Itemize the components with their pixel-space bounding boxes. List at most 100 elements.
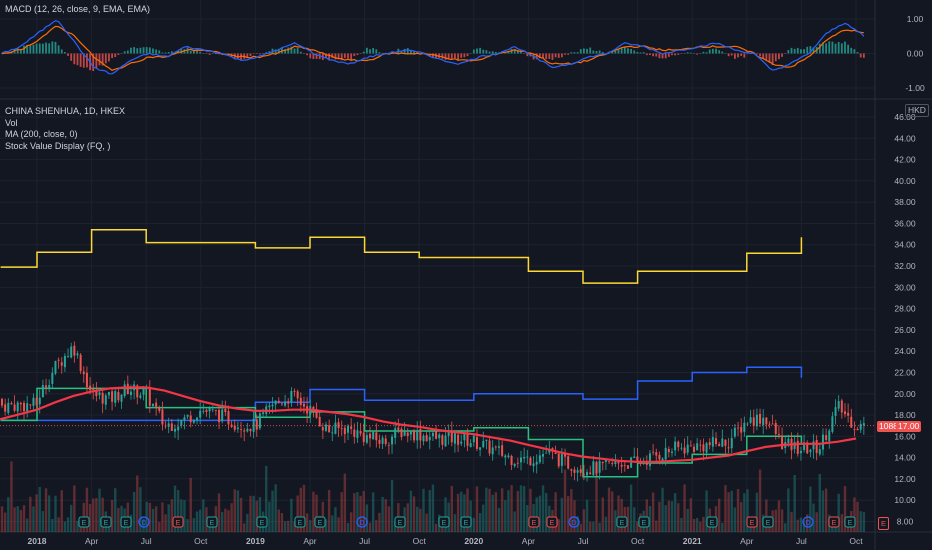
macd-hist-bar [818,43,821,54]
candle-body [384,438,387,444]
candle-body [516,462,519,464]
volume-bar [255,500,258,532]
volume-bar [340,492,343,532]
macd-hist-bar [432,53,434,58]
candle-body [246,428,249,432]
volume-bar [507,490,510,532]
macd-hist-bar [538,53,541,59]
legend-ma[interactable]: MA (200, close, 0) [5,129,78,139]
candle-body [507,455,510,457]
candle-body [743,422,746,432]
main-price-axis[interactable]: 46.00 44.00 42.00 40.00 38.00 36.00 34.00 32.00… [894,112,916,527]
macd-hist-bar [454,53,456,59]
candle-body [63,355,66,368]
candle-body [862,423,865,426]
candle-body [82,371,85,375]
macd-hist-bar [859,53,862,58]
currency-badge[interactable]: HKD [905,104,929,117]
macd-hist-bar [526,53,529,57]
macd-hist-bar [54,41,57,54]
volume-bar [582,509,586,532]
macd-hist-bar [312,53,315,59]
volume-bar [636,521,639,532]
candle-body [394,428,397,438]
candle-body [158,407,161,411]
volume-bar [176,490,180,532]
macd-hist-bar [834,43,837,54]
volume-bar [862,511,866,532]
candle-body [693,446,695,452]
legend-stock-value[interactable]: Stock Value Display (FQ, ) [5,140,111,151]
candle-body [57,359,60,361]
candle-body [837,401,840,409]
macd-hist-bar [48,43,51,54]
legend-volume[interactable]: Vol [5,117,18,128]
volume-bar [236,490,240,532]
main-legend[interactable]: CHINA SHENHUA, 1D, HKEX Vol MA (200, clo… [5,106,125,152]
volume-bar [180,499,183,532]
volume-bar [821,490,825,532]
candle-body [26,403,29,412]
macd-hist-bar [853,49,856,54]
candle-body [617,461,620,464]
volume-bar [148,502,152,532]
macd-hist-bar [117,53,120,55]
macd-legend[interactable]: MACD (12, 26, close, 9, EMA, EMA) [5,4,150,16]
macd-hist-bar [400,50,403,54]
candle-body [598,461,601,473]
macd-line [1,20,865,75]
volume-bar [626,506,630,532]
volume-bar [154,506,158,532]
macd-hist-bar [844,41,846,54]
time-axis[interactable]: 2018 Apr Jul Oct 2019 Apr Jul Oct 2020 Apr Jul Oct 2… [28,536,864,546]
earnings-icon [616,516,628,528]
candle-body [523,457,526,459]
legend-symbol[interactable]: CHINA SHENHUA, 1D, HKEX [5,106,126,116]
macd-price-axis[interactable]: 1.00 0.00 -1.00 [905,14,925,93]
earnings-icon [546,516,558,528]
macd-hist-bar [664,53,667,59]
price-tick: 36.00 [894,218,916,228]
dividend-icon-glyph: D [141,520,146,527]
candle-body [689,445,692,447]
candle-body [765,417,768,425]
earnings-icon-glyph: E [398,520,403,527]
earnings-icon[interactable]: E [878,517,890,530]
macd-hist-bar [180,49,183,54]
candle-body [812,441,815,450]
macd-hist-bar [309,53,312,59]
macd-hist-bar [325,53,327,59]
candle-body [469,443,472,448]
macd-hist-bar [645,53,648,56]
candle-body [683,447,686,454]
volume-bar [35,494,38,532]
candle-body [762,417,765,426]
volume-bar [98,488,101,532]
macd-hist-bar [447,53,450,60]
candle-body [428,437,431,441]
macd-hist-bar [82,53,85,68]
volume-bar [683,484,686,532]
price-tick: 44.00 [894,133,916,143]
candle-body [183,417,186,421]
candle-body [48,385,51,388]
volume-bar [787,488,790,532]
volume-bar [633,507,636,532]
volume-bar [478,513,482,532]
volume-bar [324,519,328,532]
volume-bar [145,501,148,532]
candle-body [497,446,500,448]
macd-hist-bar [246,53,249,58]
volume-bar [3,512,7,532]
current-symbol-tag: 1088 [877,421,900,432]
candle-body [51,372,54,384]
volume-bar [758,469,762,532]
candle-body [680,447,683,449]
candle-body [214,409,217,411]
candle-body [853,429,856,430]
macd-hist-bar [32,44,35,54]
macd-hist-bar [148,47,151,54]
volume-bar [32,506,35,532]
